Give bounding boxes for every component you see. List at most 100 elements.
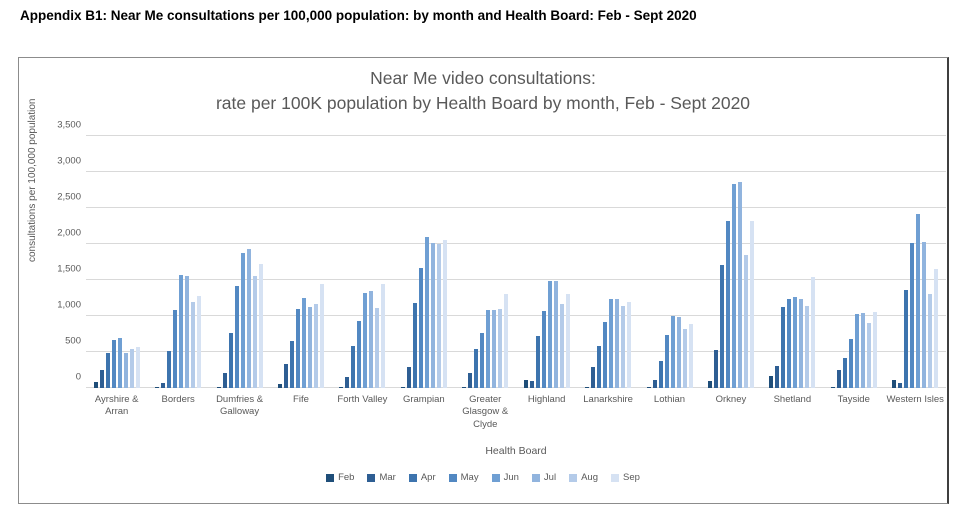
y-axis-title: consultations per 100,000 population <box>27 98 38 262</box>
bar-jun <box>609 298 614 388</box>
y-tick-label: 3,500 <box>57 119 81 131</box>
bar-jun <box>854 314 859 388</box>
bar-sep <box>258 264 263 388</box>
bar-jul <box>492 309 497 388</box>
legend-item: Jun <box>491 472 519 483</box>
bar-mar <box>222 373 227 388</box>
bar-group <box>577 136 638 388</box>
legend-marker-aug <box>569 473 578 482</box>
bar-aug <box>191 301 196 388</box>
bar-jun <box>301 298 306 388</box>
bar-feb <box>400 386 405 388</box>
y-tick-label: 1,500 <box>57 263 81 275</box>
bar-mar <box>406 367 411 388</box>
bar-jul <box>922 242 927 388</box>
bar-apr <box>474 348 479 388</box>
bar-feb <box>277 383 282 388</box>
y-tick-label: 500 <box>65 335 81 347</box>
bar-aug <box>436 244 441 388</box>
bar-may <box>295 308 300 388</box>
bar-may <box>418 268 423 388</box>
legend-label: Apr <box>420 472 436 483</box>
legend-label: Feb <box>338 472 355 483</box>
legend-marker-may <box>448 473 457 482</box>
bar-apr <box>351 345 356 388</box>
bar-group <box>762 136 823 388</box>
bar-jun <box>547 280 552 388</box>
bar-jun <box>670 316 675 388</box>
bar-sep <box>504 293 509 388</box>
x-axis-labels: Ayrshire & Arran Borders Dumfries & Gallow… <box>86 394 946 431</box>
bar-apr <box>535 336 540 388</box>
legend: Feb Mar Apr May Jun Jul Aug Sep <box>19 472 947 483</box>
x-axis-label: Grampian <box>402 394 445 405</box>
bar-jun <box>363 292 368 388</box>
bar-jun <box>793 296 798 388</box>
bar-group <box>823 136 884 388</box>
bar-feb <box>523 380 528 388</box>
bar-may <box>848 338 853 388</box>
bar-feb <box>93 381 98 388</box>
bar-jul <box>676 316 681 388</box>
bar-aug <box>805 306 810 388</box>
bar-jun <box>486 309 491 388</box>
x-axis-label: Borders <box>161 394 195 405</box>
bar-apr <box>412 303 417 388</box>
bar-may <box>664 335 669 388</box>
bar-may <box>787 298 792 388</box>
y-tick-label: 1,000 <box>57 299 81 311</box>
legend-label: Jul <box>543 472 557 483</box>
bar-group <box>884 136 945 388</box>
bar-aug <box>129 349 134 388</box>
gridline <box>86 387 946 388</box>
bar-may <box>910 243 915 388</box>
bar-mar <box>468 372 473 388</box>
legend-item: Apr <box>408 472 436 483</box>
bar-feb <box>769 376 774 388</box>
x-axis-label: Lanarkshire <box>583 394 633 405</box>
chart-title-line2: rate per 100K population by Health Board… <box>215 93 751 114</box>
bar-mar <box>713 349 718 388</box>
bar-feb <box>216 386 221 388</box>
bar-aug <box>559 303 564 388</box>
bar-aug <box>498 309 503 388</box>
bar-sep <box>381 283 386 388</box>
bar-aug <box>743 254 748 388</box>
legend-label: Aug <box>581 472 598 483</box>
legend-item: May <box>448 472 479 483</box>
bar-sep <box>688 324 693 388</box>
legend-label: Jun <box>503 472 519 483</box>
bar-jul <box>860 313 865 388</box>
bar-mar <box>529 380 534 388</box>
bar-feb <box>155 387 160 388</box>
bar-mar <box>898 383 903 388</box>
bar-apr <box>842 357 847 388</box>
bar-group <box>147 136 208 388</box>
x-axis-label: Greater Glasgow & Clyde <box>462 394 509 430</box>
bar-may <box>111 340 116 388</box>
legend-item: Sep <box>610 472 640 483</box>
bar-sep <box>627 301 632 388</box>
bar-feb <box>585 387 590 388</box>
x-axis-label: Highland <box>527 394 566 405</box>
bar-jun <box>117 337 122 388</box>
bar-jun <box>916 214 921 388</box>
legend-marker-sep <box>610 473 619 482</box>
y-tick-label: 3,000 <box>57 155 81 167</box>
page-heading: Appendix B1: Near Me consultations per 1… <box>20 8 697 23</box>
x-axis-label: Western Isles <box>886 394 944 405</box>
bar-mar <box>652 380 657 388</box>
legend-item: Mar <box>367 472 396 483</box>
bar-jul <box>553 281 558 388</box>
bar-feb <box>830 387 835 388</box>
bar-jul <box>430 242 435 388</box>
bar-jul <box>246 249 251 388</box>
bar-mar <box>836 370 841 388</box>
bar-may <box>541 310 546 388</box>
legend-marker-apr <box>408 473 417 482</box>
y-tick-label: 2,000 <box>57 227 81 239</box>
bar-aug <box>313 304 318 388</box>
legend-marker-feb <box>326 473 335 482</box>
bar-feb <box>892 380 897 388</box>
